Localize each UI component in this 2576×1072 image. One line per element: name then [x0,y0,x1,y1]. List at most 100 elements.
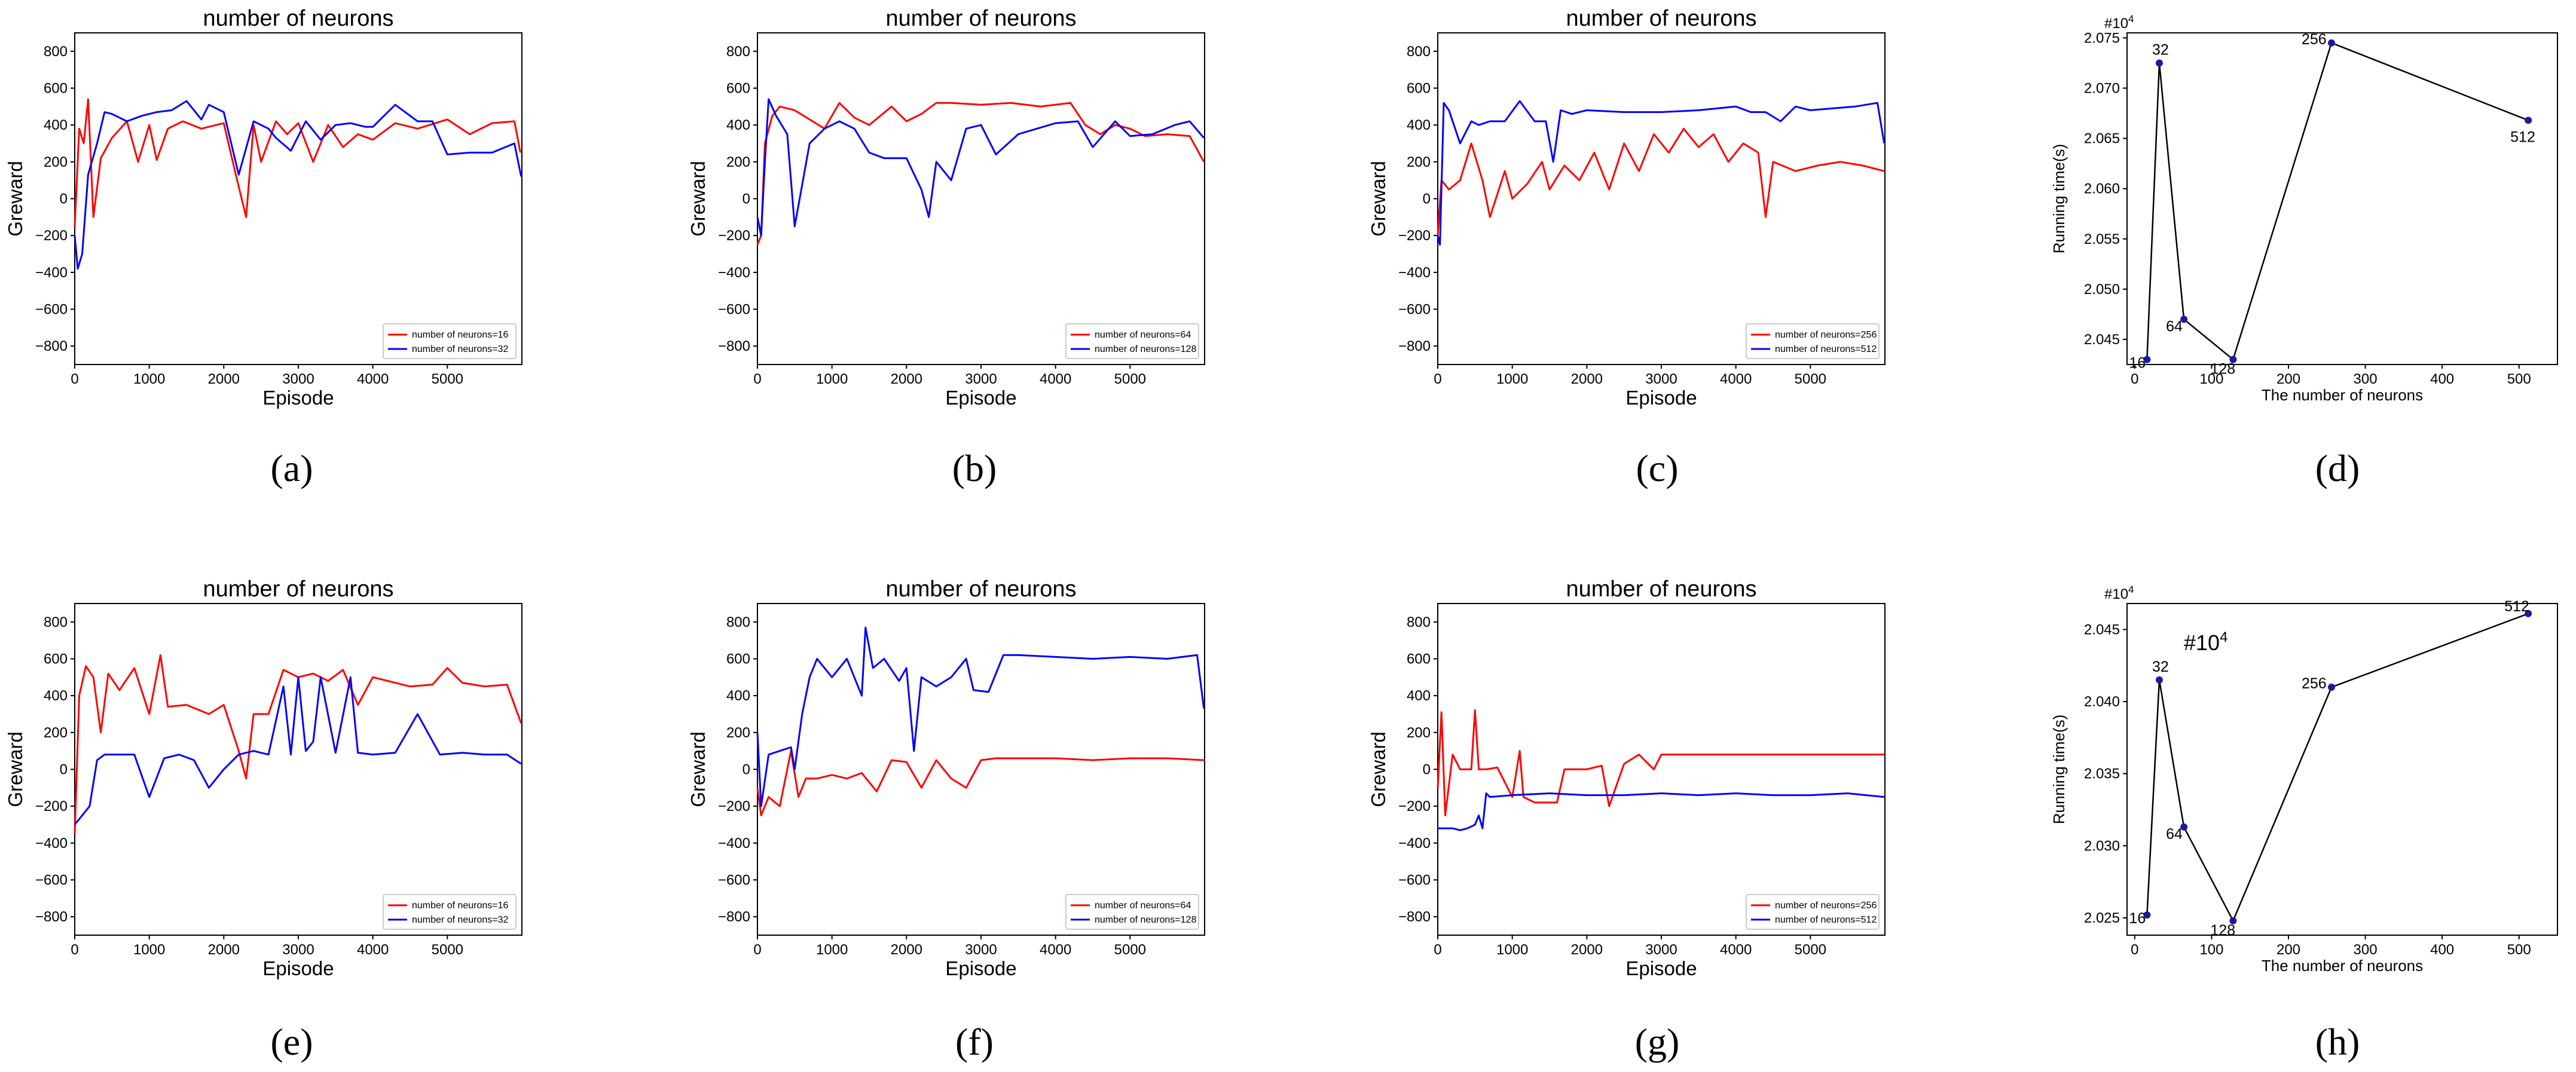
point-label: 512 [2504,598,2529,615]
legend-label: number of neurons=512 [1775,344,1877,354]
y-tick-label: −800 [1398,909,1431,925]
y-tick-label: 800 [1407,614,1431,630]
chart-4: number of neurons −800 −600 −400 −200 0 200 400… [4,577,522,979]
x-tick-label: 4000 [1040,371,1071,387]
x-tick-label: 0 [1434,371,1441,387]
y-tick-label: −400 [1398,265,1431,281]
chart-title: number of neurons [886,6,1077,31]
x-tick-label: 3000 [965,371,997,387]
x-tick-label: 200 [2276,942,2300,958]
x-tick-label: 3000 [965,942,997,958]
series-line-1 [756,102,1205,246]
data-point [2156,59,2163,67]
plot-frame [74,603,522,936]
x-tick-label: 4000 [357,371,389,387]
data-point [2143,911,2151,919]
y-tick-label: 2.065 [2084,131,2120,147]
x-tick-label: 400 [2430,942,2454,958]
y-tick-label: −800 [35,338,68,354]
y-tick-label: −200 [718,228,750,244]
x-tick-label: 2000 [891,371,922,387]
point-label: 128 [2210,922,2235,939]
x-tick-label: 0 [2131,942,2138,958]
x-axis-label: The number of neurons [2262,957,2423,975]
y-tick-label: −600 [718,302,750,318]
runtime-line [2146,42,2529,361]
y-axis-label: Greward [687,731,709,807]
y-tick-label: −600 [1398,302,1431,318]
point-label: 64 [2166,318,2183,335]
series-line-2 [74,100,522,270]
x-tick-label: 1000 [133,371,165,387]
x-tick-label: 5000 [432,371,463,387]
chart-0: number of neurons −800 −600 −400 −200 0 200 400… [4,6,522,409]
legend-label: number of neurons=256 [1775,330,1877,340]
y-tick-label: −600 [718,872,750,889]
x-axis-label: Episode [262,387,334,409]
legend-label: number of neurons=32 [412,344,509,354]
chart-2: number of neurons −800 −600 −400 −200 0 200 400… [1367,6,1886,409]
y-tick-label: 600 [1407,81,1431,97]
legend: number of neurons=64 number of neurons=12… [1065,894,1199,930]
legend-label: number of neurons=128 [1095,915,1196,925]
chart-annotation: #104 [2184,629,2227,655]
plot-frame [1437,603,1886,936]
x-tick-label: 0 [71,371,78,387]
x-tick-label: 2000 [208,371,240,387]
y-tick-label: 600 [44,81,68,97]
y-tick-label: 800 [726,44,750,60]
y-axis-label: Running time(s) [2050,144,2068,254]
legend-box [383,894,517,930]
x-tick-label: 1000 [816,942,848,958]
point-label: 128 [2210,361,2235,378]
x-tick-label: 500 [2507,942,2531,958]
x-tick-label: 3000 [282,371,314,387]
panel-label: (c) [1636,447,1678,489]
plot-frame [757,603,1205,936]
data-point [2180,823,2188,831]
axis-multiplier: #104 [2104,584,2134,602]
x-tick-label: 0 [71,942,78,958]
series-line-2 [756,98,1205,237]
chart-5: number of neurons −800 −600 −400 −200 0 200 400… [687,577,1205,979]
y-tick-label: −200 [35,228,68,244]
x-axis-label: Episode [945,387,1016,409]
y-tick-label: 800 [726,614,750,630]
legend: number of neurons=256 number of neurons=5… [1746,323,1880,359]
data-point [2525,117,2532,124]
data-point [2156,676,2163,684]
legend-box [1746,894,1880,930]
x-tick-label: 100 [2199,942,2223,958]
y-axis-label: Greward [687,161,709,237]
y-axis-label: Running time(s) [2050,715,2068,825]
x-tick-label: 1000 [816,371,848,387]
panel-label: (b) [952,447,997,489]
legend: number of neurons=16 number of neurons=32 [383,323,517,359]
y-tick-label: 600 [726,81,750,97]
y-tick-label: 400 [44,688,68,704]
legend-label: number of neurons=16 [412,901,509,911]
chart-6: number of neurons −800 −600 −400 −200 0 200 400… [1367,577,1886,979]
chart-1: number of neurons −800 −600 −400 −200 0 200 400… [687,6,1205,409]
plot-frame [1437,32,1886,365]
x-axis-label: Episode [262,957,334,979]
y-tick-label: 200 [44,725,68,741]
x-tick-label: 5000 [1795,942,1826,958]
y-tick-label: 800 [44,614,68,630]
y-tick-label: −400 [718,265,750,281]
chart-title: number of neurons [1566,577,1757,602]
y-tick-label: 0 [60,762,68,778]
y-tick-label: 800 [1407,44,1431,60]
panel-label: (g) [1635,1021,1680,1063]
y-tick-label: −600 [35,872,68,889]
data-point [2328,39,2335,47]
y-tick-label: 0 [742,762,750,778]
x-tick-label: 2000 [1571,371,1603,387]
y-tick-label: 2.045 [2084,621,2120,638]
x-tick-label: 1000 [133,942,165,958]
x-tick-label: 3000 [282,942,314,958]
y-tick-label: 200 [726,154,750,170]
panel-label: (d) [2315,447,2360,489]
x-tick-label: 1000 [1496,942,1528,958]
